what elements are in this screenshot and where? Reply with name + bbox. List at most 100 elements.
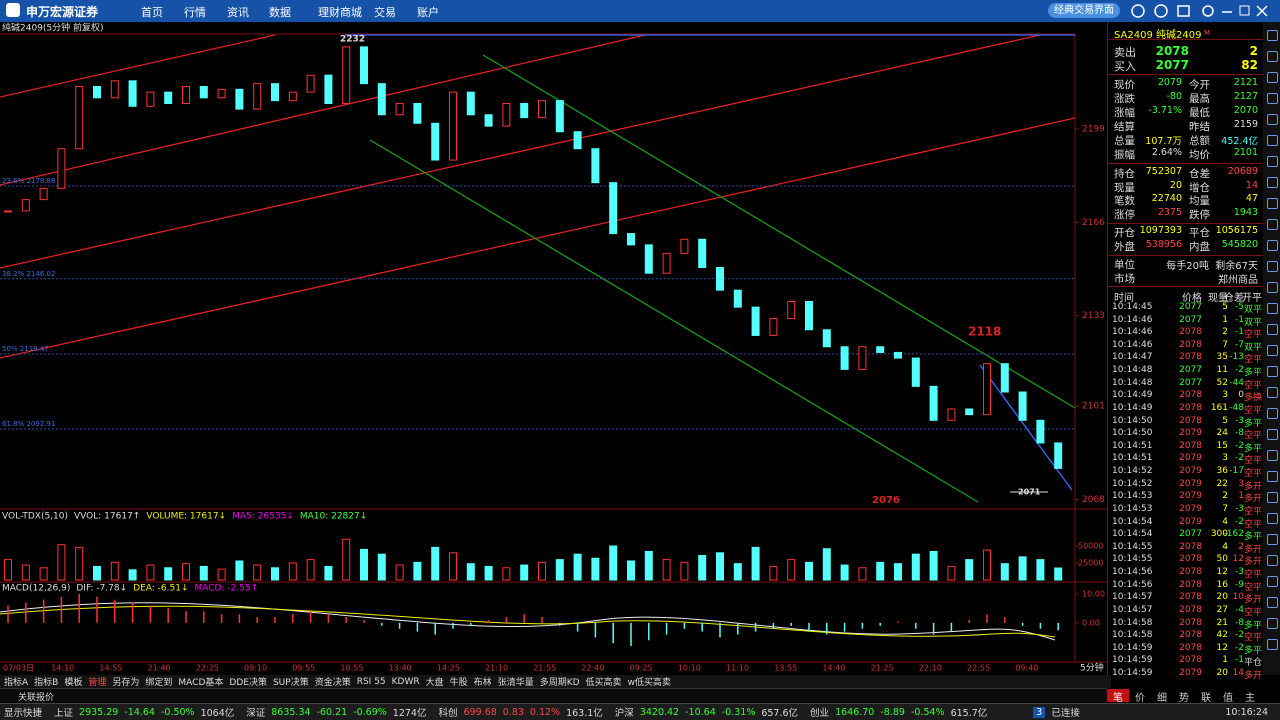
book-volume: 2 — [1249, 44, 1258, 58]
indicator-tab[interactable]: 张清华量 — [497, 678, 534, 688]
menu-item[interactable]: 资讯 — [227, 6, 249, 19]
tick-action: 多开 — [1243, 494, 1262, 505]
tool-icon[interactable] — [1267, 429, 1278, 440]
indicator-tab[interactable]: 指标A — [4, 678, 29, 688]
menu-item[interactable]: 行情 — [184, 6, 206, 19]
tick-action: 多平 — [1243, 443, 1262, 454]
indicator-tab[interactable]: DDE决策 — [229, 678, 267, 688]
quote-label: 结算 — [1114, 121, 1135, 133]
divider — [1108, 223, 1264, 224]
tick-oi-change: -8 — [1235, 428, 1244, 439]
volume-bar — [360, 548, 368, 581]
side-tab[interactable]: 值 — [1223, 693, 1233, 704]
tool-icon[interactable] — [1267, 492, 1278, 503]
indicator-tab[interactable]: 绑定到 — [145, 678, 173, 688]
side-tab[interactable]: 细 — [1157, 693, 1167, 704]
menu-item[interactable]: 账户 — [417, 6, 439, 19]
indicator-tab[interactable]: 布林 — [473, 678, 492, 688]
indicator-tabs: 指标A 指标B 模板 管理 另存为 绑定到 MACD基本 DDE决策 SUP决策 资金决策 RSI … — [0, 675, 1111, 688]
indicator-tab[interactable]: 多周期KD — [539, 678, 580, 688]
indicator-tab[interactable]: 低买高卖 — [585, 678, 622, 688]
volume-bar — [288, 562, 297, 581]
tool-icon[interactable] — [1267, 51, 1278, 62]
candle — [591, 148, 600, 184]
tool-icon[interactable] — [1267, 345, 1278, 356]
tool-icon[interactable] — [1267, 597, 1278, 608]
side-tab[interactable]: 联 — [1201, 693, 1211, 704]
tool-icon[interactable] — [1267, 219, 1278, 230]
menu-item[interactable]: 首页 — [141, 6, 163, 19]
indicator-tab[interactable]: 牛股 — [449, 678, 468, 688]
index-pct: -0.50% — [160, 706, 195, 718]
tick-volume: 15 — [1216, 440, 1228, 451]
related-quote[interactable]: 关联报价 — [18, 693, 55, 703]
tool-icon[interactable] — [1267, 177, 1278, 188]
tool-icon[interactable] — [1267, 408, 1278, 419]
volume-bar — [235, 560, 244, 581]
candle — [1018, 391, 1027, 421]
indicator-tab[interactable]: MACD基本 — [178, 678, 224, 688]
indicator-tab[interactable]: RSI 55 — [356, 676, 386, 687]
volume-bar — [128, 569, 137, 581]
tool-icon[interactable] — [1267, 135, 1278, 146]
tool-icon[interactable] — [1267, 93, 1278, 104]
side-tab[interactable]: 势 — [1179, 693, 1189, 704]
tool-icon[interactable] — [1267, 471, 1278, 482]
side-tab[interactable]: 价 — [1135, 693, 1145, 704]
tick-time: 10:14:46 — [1112, 339, 1153, 350]
tool-icon[interactable] — [1267, 387, 1278, 398]
time-label: 09:25 — [630, 664, 653, 673]
tool-icon[interactable] — [1267, 639, 1278, 650]
tool-icon[interactable] — [1267, 513, 1278, 524]
volume-legend: VOL-TDX(5,10) — [2, 512, 68, 522]
tick-oi-change: -162 — [1223, 529, 1244, 540]
tool-icon[interactable] — [1267, 618, 1278, 629]
tool-icon[interactable] — [1267, 534, 1278, 545]
tool-icon[interactable] — [1267, 72, 1278, 83]
tick-volume: 11 — [1216, 365, 1228, 376]
tick-action: 空平 — [1243, 506, 1262, 517]
indicator-tab[interactable]: KDWR — [391, 676, 420, 687]
tool-icon[interactable] — [1267, 555, 1278, 566]
time-label: 09:40 — [1015, 664, 1038, 673]
tick-price: 2078 — [1179, 655, 1202, 666]
index-pct: 0.12% — [529, 706, 561, 718]
tool-icon[interactable] — [1267, 30, 1278, 41]
tool-icon[interactable] — [1267, 366, 1278, 377]
price-annotation: 2232 — [340, 35, 365, 45]
top-nav: 申万宏源证券 首页 行情 资讯 数据 理财商城 交易 账户 经典交易界面 — [0, 0, 1280, 22]
tool-icon[interactable] — [1267, 324, 1278, 335]
tool-icon[interactable] — [1267, 303, 1278, 314]
indicator-tab[interactable]: w低买高卖 — [627, 678, 671, 688]
side-tab[interactable]: 主 — [1245, 693, 1255, 704]
indicator-tab[interactable]: 资金决策 — [314, 678, 351, 688]
volume-legend: MA10: 22827↓ — [300, 512, 367, 522]
indicator-tab[interactable]: SUP决策 — [272, 678, 309, 688]
indicator-tab[interactable]: 另存为 — [112, 678, 140, 688]
indicator-tab[interactable]: 管理 — [88, 678, 107, 688]
menu-item[interactable]: 交易 — [374, 6, 396, 19]
tool-icon[interactable] — [1267, 576, 1278, 587]
tool-icon[interactable] — [1267, 261, 1278, 272]
candle — [164, 91, 173, 104]
candle — [947, 408, 956, 421]
indicator-tab[interactable]: 模板 — [64, 678, 83, 688]
quote-value: 545820 — [1221, 239, 1258, 250]
menu-item[interactable]: 理财商城 — [318, 6, 362, 19]
indicator-tab[interactable]: 大盘 — [425, 678, 444, 688]
tool-icon[interactable] — [1267, 450, 1278, 461]
tick-volume: 50 — [1216, 554, 1228, 565]
side-tab[interactable]: 笔 — [1107, 689, 1129, 704]
tool-icon[interactable] — [1267, 114, 1278, 125]
tool-icon[interactable] — [1267, 240, 1278, 251]
tool-icon[interactable] — [1267, 156, 1278, 167]
tick-oi-change: 3 — [1238, 478, 1244, 489]
indicator-tab[interactable]: 指标B — [34, 678, 59, 688]
tool-icon[interactable] — [1267, 198, 1278, 209]
quote-label: 持仓 — [1114, 168, 1135, 180]
kline-chart: 纯碱2409(5分钟 前复权) 2199 2166 2133 2101 2068 23.6… — [0, 22, 1107, 675]
tool-icon[interactable] — [1267, 282, 1278, 293]
shortcut[interactable]: 显示快捷 — [4, 708, 43, 719]
classic-trade-button[interactable]: 经典交易界面 — [1048, 3, 1120, 18]
menu-item[interactable]: 数据 — [269, 6, 291, 19]
